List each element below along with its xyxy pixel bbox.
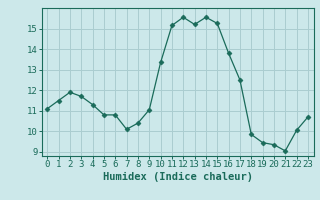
X-axis label: Humidex (Indice chaleur): Humidex (Indice chaleur)	[103, 172, 252, 182]
